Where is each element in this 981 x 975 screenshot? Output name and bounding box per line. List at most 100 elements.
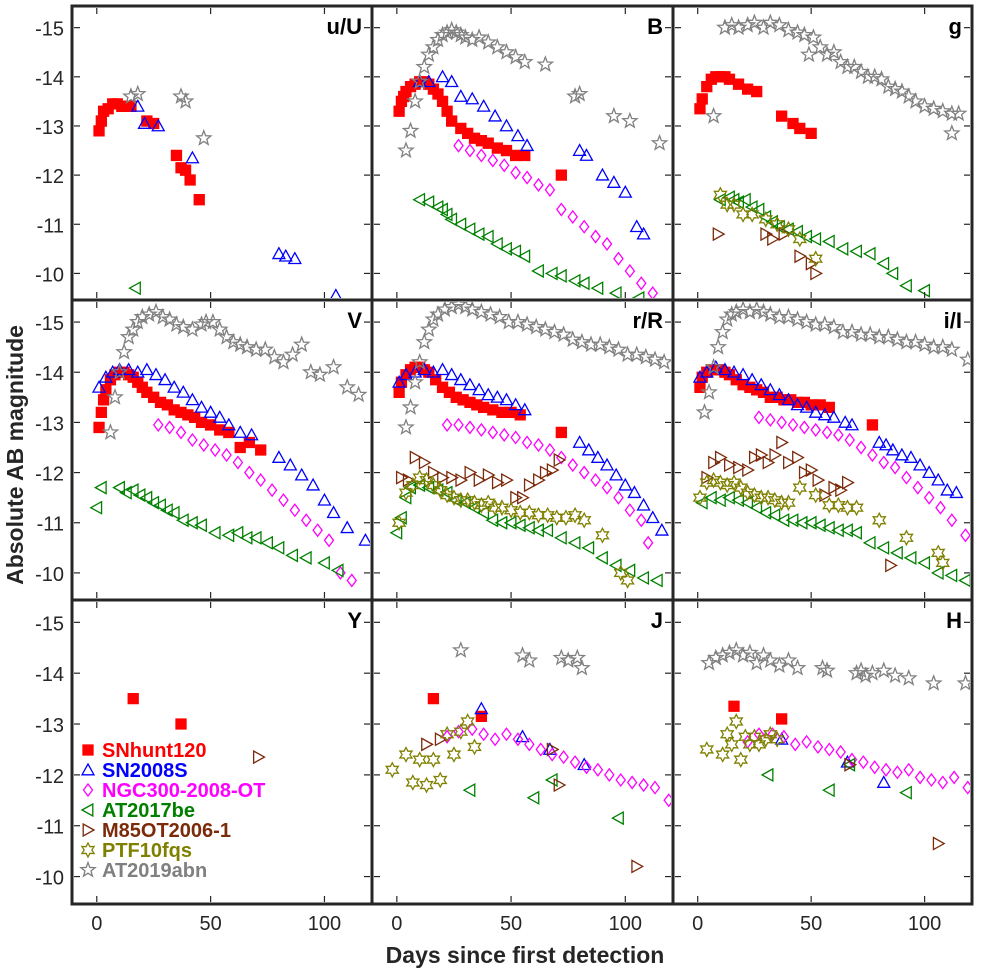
point-ngc300-2008-ot xyxy=(198,437,210,453)
point-at2017be xyxy=(166,505,180,520)
y-tick-label: -14 xyxy=(35,68,64,90)
point-m85ot2006-1 xyxy=(539,465,553,480)
point-at2017be xyxy=(185,515,198,530)
x-tick-label: 100 xyxy=(908,913,941,935)
point-ngc300-2008-ot xyxy=(912,480,924,495)
point-m85ot2006-1 xyxy=(783,455,796,470)
point-at2019abn xyxy=(942,340,961,358)
point-sn2008s xyxy=(474,701,489,715)
point-ngc300-2008-ot xyxy=(510,165,521,180)
point-m85ot2006-1 xyxy=(794,249,808,264)
point-at2017be xyxy=(567,273,581,288)
point-at2019abn xyxy=(110,362,129,380)
point-at2017be xyxy=(713,493,726,508)
point-ngc300-2008-ot xyxy=(476,422,487,438)
point-m85ot2006-1 xyxy=(724,457,737,473)
point-at2017be xyxy=(944,568,958,583)
point-ptf10fqs xyxy=(474,496,489,514)
point-snhunt120 xyxy=(436,95,449,108)
point-snhunt120 xyxy=(794,122,806,135)
point-sn2008s xyxy=(176,384,191,398)
point-sn2008s xyxy=(487,108,503,122)
point-at2017be xyxy=(89,500,103,515)
legend-marker-at2017be xyxy=(80,802,94,818)
point-ptf10fqs xyxy=(487,499,503,517)
point-m85ot2006-1 xyxy=(533,472,546,488)
point-at2017be xyxy=(576,276,590,291)
point-at2017be xyxy=(821,783,835,798)
point-sn2008s xyxy=(844,417,860,431)
point-snhunt120 xyxy=(179,164,192,176)
point-m85ot2006-1 xyxy=(252,749,266,765)
point-ngc300-2008-ot xyxy=(914,770,926,785)
point-m85ot2006-1 xyxy=(482,467,496,483)
point-m85ot2006-1 xyxy=(455,472,469,488)
point-sn2008s xyxy=(772,387,787,401)
point-ptf10fqs xyxy=(460,713,475,730)
point-ptf10fqs xyxy=(494,499,510,517)
point-sn2008s xyxy=(838,415,853,428)
point-at2019abn xyxy=(292,335,311,353)
point-at2017be xyxy=(485,513,499,528)
y-tick-label: -13 xyxy=(35,117,64,139)
point-sn2008s xyxy=(326,505,341,519)
y-axis-label: Absolute AB magnitude xyxy=(2,325,28,585)
point-at2019abn xyxy=(415,57,434,75)
point-ngc300-2008-ot xyxy=(164,420,175,435)
point-ngc300-2008-ot xyxy=(869,760,881,775)
point-at2019abn xyxy=(311,365,329,383)
point-ngc300-2008-ot xyxy=(642,535,654,550)
point-at2017be xyxy=(590,281,604,296)
point-ptf10fqs xyxy=(744,206,760,223)
point-m85ot2006-1 xyxy=(767,231,780,247)
point-m85ot2006-1 xyxy=(742,462,755,478)
point-at2019abn xyxy=(779,20,798,38)
point-at2017be xyxy=(412,192,426,207)
point-at2019abn xyxy=(933,337,952,355)
point-at2019abn xyxy=(194,128,213,146)
point-sn2008s xyxy=(157,372,173,386)
point-at2019abn xyxy=(324,357,343,375)
point-ngc300-2008-ot xyxy=(810,422,822,438)
point-ptf10fqs xyxy=(426,476,441,494)
point-at2019abn xyxy=(349,385,368,403)
point-at2017be xyxy=(517,249,531,264)
point-m85ot2006-1 xyxy=(517,490,530,505)
y-tick-label: -15 xyxy=(35,613,64,635)
point-ngc300-2008-ot xyxy=(558,750,569,765)
point-at2017be xyxy=(831,523,844,538)
point-at2019abn xyxy=(906,92,925,109)
point-m85ot2006-1 xyxy=(762,455,776,470)
panel-h-marks xyxy=(699,640,970,851)
point-at2017be xyxy=(453,217,467,232)
point-ptf10fqs xyxy=(439,725,455,743)
point-m85ot2006-1 xyxy=(835,483,848,498)
point-at2017be xyxy=(790,224,803,239)
point-m85ot2006-1 xyxy=(553,777,567,793)
point-at2017be xyxy=(731,493,744,508)
panel-u-u-marks xyxy=(93,84,342,298)
point-m85ot2006-1 xyxy=(792,450,805,465)
point-at2019abn xyxy=(419,45,438,63)
point-at2017be xyxy=(494,515,508,530)
point-m85ot2006-1 xyxy=(701,470,715,485)
panel-label: g xyxy=(949,14,962,39)
point-ngc300-2008-ot xyxy=(487,425,499,440)
point-sn2008s xyxy=(606,175,621,188)
point-at2017be xyxy=(512,518,526,533)
point-sn2008s xyxy=(636,226,651,240)
point-at2017be xyxy=(471,226,485,242)
point-at2019abn xyxy=(563,330,582,348)
x-axis-label: Days since first detection xyxy=(386,942,665,968)
point-at2017be xyxy=(636,570,650,586)
point-at2019abn xyxy=(429,305,447,323)
point-at2019abn xyxy=(600,337,619,355)
panel-label: H xyxy=(946,608,962,633)
point-ngc300-2008-ot xyxy=(787,417,799,432)
point-ngc300-2008-ot xyxy=(521,435,533,450)
point-at2019abn xyxy=(713,646,732,663)
point-snhunt120 xyxy=(95,115,107,127)
point-ptf10fqs xyxy=(432,771,448,789)
